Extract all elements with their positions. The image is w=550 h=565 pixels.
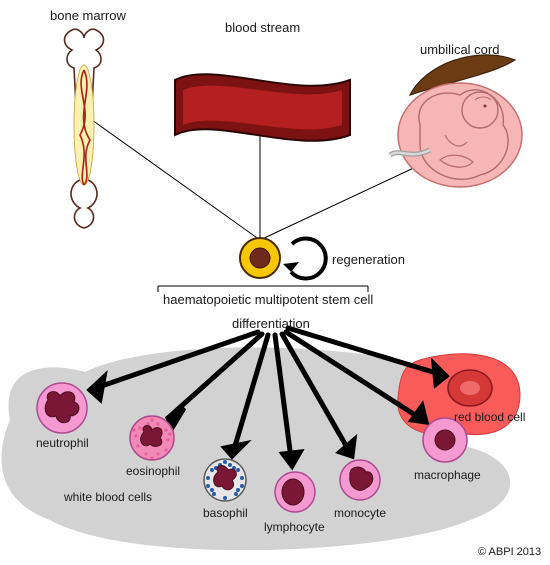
monocyte-cell <box>340 460 380 500</box>
regeneration-label: regeneration <box>332 252 405 267</box>
monocyte-label: monocyte <box>334 506 386 520</box>
neutrophil-label: neutrophil <box>36 436 89 450</box>
lymphocyte-cell <box>275 472 315 512</box>
basophil-label: basophil <box>203 506 248 520</box>
differentiation-label: differentiation <box>232 316 310 331</box>
red-blood-cell-graphic <box>448 370 492 406</box>
stem-cell-graphic <box>240 238 280 278</box>
wbc-label: white blood cells <box>64 490 152 504</box>
source-lines <box>92 120 420 240</box>
eosinophil-label: eosinophil <box>126 464 180 478</box>
neutrophil-cell <box>37 383 87 433</box>
lymphocyte-label: lymphocyte <box>264 520 325 534</box>
rbc-label: red blood cell <box>454 410 525 424</box>
basophil-cell <box>204 459 246 501</box>
macrophage-label: macrophage <box>414 468 481 482</box>
regeneration-arrow <box>283 239 326 279</box>
eosinophil-cell <box>130 416 174 460</box>
copyright-label: © ABPI 2013 <box>478 546 541 558</box>
blood-stream-label: blood stream <box>225 20 300 35</box>
umbilical-cord-graphic <box>390 55 522 187</box>
umbilical-cord-label: umbilical cord <box>420 42 499 57</box>
stem-cell-label: haematopoietic multipotent stem cell <box>163 292 373 307</box>
bone-marrow-graphic <box>65 29 104 228</box>
macrophage-cell <box>423 418 467 462</box>
bone-marrow-label: bone marrow <box>50 8 126 23</box>
blood-stream-graphic <box>175 74 350 141</box>
